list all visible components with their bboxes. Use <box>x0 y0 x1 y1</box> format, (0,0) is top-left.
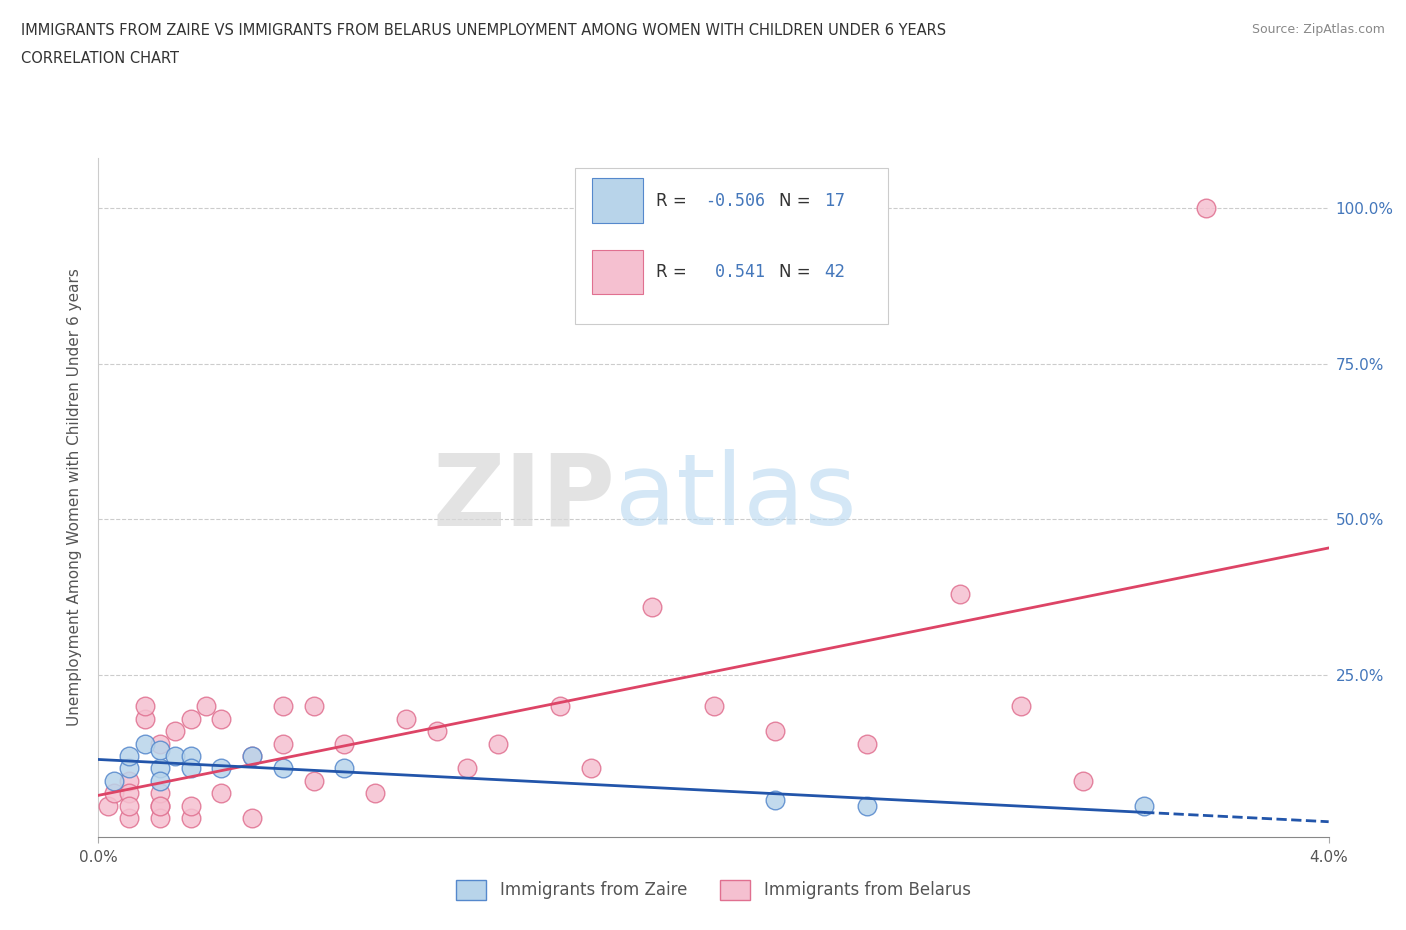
Point <box>1195 201 1218 216</box>
Text: R =: R = <box>655 192 686 209</box>
Point <box>118 761 141 776</box>
Point <box>118 799 141 814</box>
Point <box>165 724 187 738</box>
Point <box>364 786 387 801</box>
Point <box>180 811 202 826</box>
FancyBboxPatch shape <box>592 250 644 294</box>
Text: CORRELATION CHART: CORRELATION CHART <box>21 51 179 66</box>
Point <box>134 737 156 751</box>
Point <box>149 737 172 751</box>
Point <box>271 698 294 713</box>
Point <box>641 599 664 614</box>
Point <box>949 587 972 602</box>
Text: 0.541: 0.541 <box>704 263 765 281</box>
Text: N =: N = <box>779 263 810 281</box>
Text: atlas: atlas <box>616 449 856 546</box>
Point <box>1071 774 1094 789</box>
Point <box>211 711 233 726</box>
Text: 17: 17 <box>824 192 845 209</box>
Point <box>149 761 172 776</box>
Point <box>763 792 786 807</box>
Point <box>103 774 125 789</box>
Text: ZIP: ZIP <box>432 449 616 546</box>
Point <box>333 761 356 776</box>
Point <box>240 749 263 764</box>
Point <box>486 737 509 751</box>
Point <box>180 799 202 814</box>
Point <box>271 737 294 751</box>
Point <box>395 711 418 726</box>
Point <box>703 698 725 713</box>
Point <box>118 774 141 789</box>
Point <box>302 698 325 713</box>
Point <box>149 742 172 757</box>
Point <box>1010 698 1032 713</box>
Point <box>180 749 202 764</box>
Point <box>180 761 202 776</box>
FancyBboxPatch shape <box>592 179 644 222</box>
Point <box>180 711 202 726</box>
Point <box>240 811 263 826</box>
Text: N =: N = <box>779 192 810 209</box>
Point <box>456 761 478 776</box>
Point <box>763 724 786 738</box>
Point <box>118 811 141 826</box>
Point <box>579 761 602 776</box>
Point <box>333 737 356 751</box>
Point <box>211 786 233 801</box>
Point <box>165 749 187 764</box>
Point <box>271 761 294 776</box>
Point <box>211 761 233 776</box>
Point <box>1133 799 1156 814</box>
Text: 42: 42 <box>824 263 845 281</box>
Point <box>149 786 172 801</box>
Point <box>149 799 172 814</box>
Point <box>240 749 263 764</box>
Text: IMMIGRANTS FROM ZAIRE VS IMMIGRANTS FROM BELARUS UNEMPLOYMENT AMONG WOMEN WITH C: IMMIGRANTS FROM ZAIRE VS IMMIGRANTS FROM… <box>21 23 946 38</box>
Point <box>856 799 879 814</box>
Point <box>149 799 172 814</box>
Point <box>97 799 120 814</box>
Text: Source: ZipAtlas.com: Source: ZipAtlas.com <box>1251 23 1385 36</box>
Legend: Immigrants from Zaire, Immigrants from Belarus: Immigrants from Zaire, Immigrants from B… <box>450 873 977 907</box>
Point <box>195 698 218 713</box>
Point <box>302 774 325 789</box>
Point <box>426 724 449 738</box>
Point <box>134 711 156 726</box>
Point <box>134 698 156 713</box>
Point <box>118 749 141 764</box>
Y-axis label: Unemployment Among Women with Children Under 6 years: Unemployment Among Women with Children U… <box>67 269 83 726</box>
FancyBboxPatch shape <box>575 168 889 325</box>
Text: R =: R = <box>655 263 686 281</box>
Point <box>118 786 141 801</box>
Text: -0.506: -0.506 <box>704 192 765 209</box>
Point <box>103 786 125 801</box>
Point <box>149 811 172 826</box>
Point <box>856 737 879 751</box>
Point <box>149 774 172 789</box>
Point <box>548 698 571 713</box>
